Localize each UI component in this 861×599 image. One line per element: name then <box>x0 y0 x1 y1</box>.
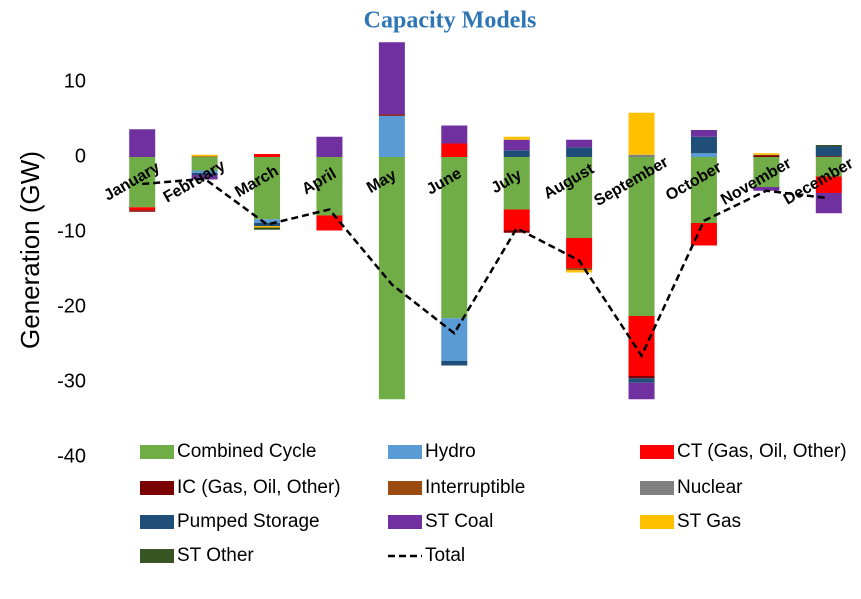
bar-segment <box>129 210 156 212</box>
bar-segment <box>191 172 218 175</box>
legend-label: Interruptible <box>425 477 525 498</box>
legend-label: ST Other <box>177 545 254 566</box>
legend-swatch <box>140 445 174 459</box>
y-tick-label: -10 <box>57 220 86 242</box>
legend-swatch <box>388 515 422 529</box>
legend-swatch <box>640 481 674 495</box>
y-tick-label: -20 <box>57 295 86 317</box>
bar-segment <box>628 376 655 379</box>
bar-segment <box>566 268 593 271</box>
bar-segment <box>191 154 218 157</box>
bar-segment <box>441 157 468 319</box>
legend-label: Total <box>425 545 465 566</box>
bar-segment <box>254 219 281 223</box>
bar-segment <box>815 156 842 157</box>
legend-swatch <box>640 515 674 529</box>
bar-segment <box>378 114 405 116</box>
legend-label: ST Coal <box>425 511 493 532</box>
bar-segment <box>628 112 655 155</box>
bar-segment <box>316 215 343 231</box>
bar-segment <box>690 223 717 246</box>
bar-segment <box>503 209 530 231</box>
bar-segment <box>441 361 468 366</box>
bar-segment <box>753 157 780 187</box>
bar-segment <box>503 157 530 210</box>
bar-segment <box>753 187 780 191</box>
legend-swatch <box>140 515 174 529</box>
bar-segment <box>503 136 530 140</box>
bar-segment <box>566 139 593 148</box>
bar-segment <box>503 139 530 151</box>
bar-segment <box>815 176 842 193</box>
bar-segment <box>129 129 156 157</box>
legend-swatch <box>140 481 174 495</box>
bar-segment <box>566 270 593 273</box>
bar-segment <box>690 153 717 157</box>
legend-label: Nuclear <box>677 477 743 498</box>
bar-segment <box>690 130 717 137</box>
bar-segment <box>753 153 780 155</box>
bar-segment <box>441 143 468 157</box>
y-tick-label: -40 <box>57 445 86 467</box>
bar-segment <box>316 136 343 157</box>
bar-segment <box>566 147 593 157</box>
bar-segment <box>566 238 593 268</box>
legend-swatch <box>388 445 422 459</box>
bar-segment <box>753 154 780 156</box>
bar-segment <box>815 157 842 177</box>
bar-segment <box>628 316 655 376</box>
legend-swatch <box>140 549 174 563</box>
bar-segment <box>628 157 655 316</box>
bar-segment <box>378 42 405 115</box>
legend-swatch <box>388 481 422 495</box>
bar-segment <box>503 150 530 157</box>
bar-segment <box>815 146 842 157</box>
bar-segment <box>628 378 655 383</box>
bar-segment <box>254 157 281 220</box>
y-tick-label: 10 <box>64 70 86 92</box>
bar-segment <box>628 154 655 157</box>
legend-label: Combined Cycle <box>177 441 316 462</box>
bar-segment <box>254 227 281 230</box>
legend-label: Hydro <box>425 441 476 462</box>
bar-segment <box>129 207 156 211</box>
bar-segment <box>191 157 218 171</box>
legend-label: IC (Gas, Oil, Other) <box>177 477 341 498</box>
bar-segment <box>378 115 405 157</box>
legend-label: ST Gas <box>677 511 741 532</box>
bar-segment <box>753 155 780 157</box>
y-tick-label: 0 <box>75 145 86 167</box>
bar-segment <box>254 154 281 157</box>
bar-segment <box>690 136 717 154</box>
bar-segment <box>191 170 218 173</box>
bar-segment <box>628 382 655 400</box>
bar-segment <box>254 223 281 226</box>
legend-swatch <box>640 445 674 459</box>
bar-segment <box>566 157 593 238</box>
bar-segment <box>378 157 405 400</box>
bar-segment <box>503 230 530 233</box>
bar-segment <box>129 157 156 208</box>
y-axis-label: Generation (GW) <box>15 151 45 349</box>
bar-segment <box>690 157 717 223</box>
y-tick-label: -30 <box>57 370 86 392</box>
bar-segment <box>191 156 218 157</box>
legend-label: Pumped Storage <box>177 511 320 532</box>
bar-segment <box>316 157 343 216</box>
total-line <box>142 177 829 359</box>
bar-segment <box>815 145 842 147</box>
chart-title: Capacity Models <box>364 8 537 34</box>
bar-segment <box>191 175 218 180</box>
bar-segment <box>254 226 281 228</box>
legend-label: CT (Gas, Oil, Other) <box>677 441 847 462</box>
bar-segment <box>441 125 468 144</box>
